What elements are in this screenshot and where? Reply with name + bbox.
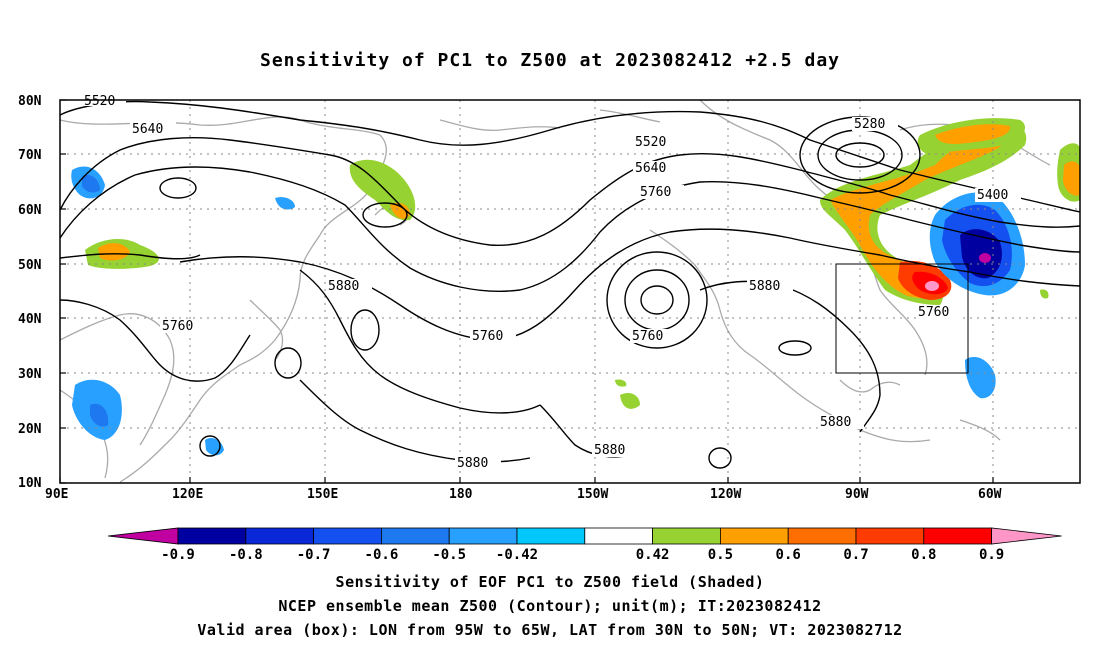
colorbar-box — [380, 527, 450, 545]
contour-label-5640-a: 5640 — [132, 122, 163, 137]
contour-label-5760-b: 5760 — [162, 319, 193, 334]
colorbar-box — [855, 527, 925, 545]
colorbar: -0.9 -0.8 -0.7 -0.6 -0.5 -0.42 0.42 0.5 0.6 0.7 0.… — [107, 527, 1062, 563]
colorbar-box — [652, 527, 721, 545]
shade-positive-small3 — [1040, 289, 1049, 299]
shade-positive-small2 — [615, 379, 627, 387]
contour-label-5880-e: 5880 — [457, 456, 488, 471]
lat-label: 30N — [18, 367, 42, 382]
shade-positive-east-core — [1063, 161, 1080, 196]
lat-label: 60N — [18, 203, 42, 218]
lon-label: 150E — [307, 487, 338, 502]
colorbar-box — [448, 527, 518, 545]
colorbar-label: -0.8 — [229, 547, 263, 563]
lon-label: 120W — [710, 487, 741, 502]
lat-label: 50N — [18, 258, 42, 273]
contour-label-5880-b: 5880 — [749, 279, 780, 294]
shade-negative-max — [979, 253, 991, 263]
colorbar-box — [923, 527, 992, 545]
contour-label-5880-d: 5880 — [594, 443, 625, 458]
contour-label-5760-c: 5760 — [472, 329, 503, 344]
colorbar-box — [720, 527, 789, 545]
contour-labels: 5520 5640 5520 5640 5760 5280 5400 5880 … — [82, 94, 1021, 471]
shade-positive-kamchatka-core — [390, 203, 410, 219]
caption-shading: Sensitivity of EOF PC1 to Z500 field (Sh… — [335, 573, 765, 591]
lon-label: 90E — [45, 487, 68, 502]
shade-positive-asia-core — [98, 243, 130, 261]
shade-positive-orange — [830, 128, 1010, 299]
valid-area-box — [835, 263, 969, 374]
colorbar-box — [245, 527, 315, 545]
longitude-labels: 90E 120E 150E 180 150W 120W 90W 60W — [45, 487, 1002, 502]
colorbar-box — [787, 527, 857, 545]
shade-negative-atlantic — [965, 356, 996, 399]
page-title: Sensitivity of PC1 to Z500 at 2023082412… — [259, 50, 840, 71]
contour-label-5520-b: 5520 — [635, 135, 666, 150]
lat-label: 40N — [18, 312, 42, 327]
shade-positive-pacific — [620, 393, 640, 409]
colorbar-label: 0.42 — [636, 547, 670, 563]
contour-label-5760-d: 5760 — [632, 329, 663, 344]
gridlines — [60, 100, 1080, 483]
colorbar-label: -0.9 — [161, 547, 195, 563]
shade-negative-darkblue — [960, 229, 1002, 279]
shade-negative-asia-south-core — [90, 403, 109, 427]
colorbar-label: -0.5 — [432, 547, 466, 563]
colorbar-box — [516, 527, 586, 545]
latitude-labels: 80N 70N 60N 50N 40N 30N 20N 10N — [18, 94, 42, 491]
map-frame — [59, 99, 1081, 484]
colorbar-label: -0.42 — [496, 547, 538, 563]
colorbar-label: -0.6 — [365, 547, 399, 563]
caption-contour: NCEP ensemble mean Z500 (Contour); unit(… — [278, 597, 822, 615]
lat-label: 70N — [18, 148, 42, 163]
lat-label: 10N — [18, 476, 42, 491]
colorbar-box — [584, 527, 653, 545]
colorbar-label: 0.5 — [708, 547, 733, 563]
lon-label: 120E — [172, 487, 203, 502]
lat-label: 80N — [18, 94, 42, 109]
contour-label-5640-b: 5640 — [635, 161, 666, 176]
shade-negative-small — [275, 197, 295, 210]
contour-label-5400: 5400 — [977, 188, 1008, 203]
colorbar-end-high — [991, 527, 1062, 545]
contour-label-5880-a: 5880 — [328, 279, 359, 294]
contour-label-5520-a: 5520 — [84, 94, 115, 109]
colorbar-label: 0.8 — [911, 547, 936, 563]
shade-negative-asia-north-core — [82, 174, 100, 193]
colorbar-end-low — [107, 527, 179, 545]
lon-label: 180 — [449, 487, 473, 502]
lat-label: 20N — [18, 422, 42, 437]
contour-label-5760-e: 5760 — [918, 305, 949, 320]
colorbar-box — [313, 527, 382, 545]
shade-positive-greenland-core — [935, 124, 1011, 145]
lon-label: 150W — [577, 487, 608, 502]
colorbar-label: -0.7 — [297, 547, 331, 563]
shade-positive-max — [925, 281, 939, 291]
contour-label-5760-a: 5760 — [640, 185, 671, 200]
colorbar-label: 0.6 — [776, 547, 801, 563]
colorbar-label: 0.9 — [979, 547, 1004, 563]
caption-valid-area: Valid area (box): LON from 95W to 65W, L… — [197, 621, 903, 639]
colorbar-label: 0.7 — [843, 547, 868, 563]
lon-label: 60W — [978, 487, 1002, 502]
axis-ticks — [59, 99, 994, 484]
contour-label-5280: 5280 — [854, 117, 885, 132]
lon-label: 90W — [845, 487, 869, 502]
colorbar-box — [177, 527, 247, 545]
contour-label-5880-c: 5880 — [820, 415, 851, 430]
